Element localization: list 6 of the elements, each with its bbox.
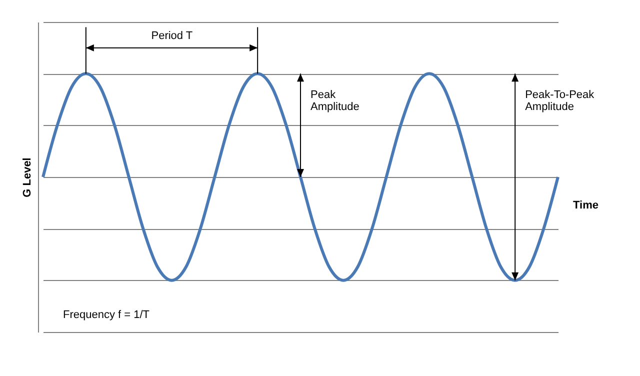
y-axis-title: G Level: [22, 158, 34, 198]
x-axis-title: Time: [573, 200, 598, 212]
text: Frequency f = 1/T: [63, 309, 150, 322]
annotation: Peak Amplitude: [310, 89, 360, 114]
annotation: Peak-To-Peak Amplitude: [525, 89, 596, 114]
text: Period T: [151, 30, 193, 42]
